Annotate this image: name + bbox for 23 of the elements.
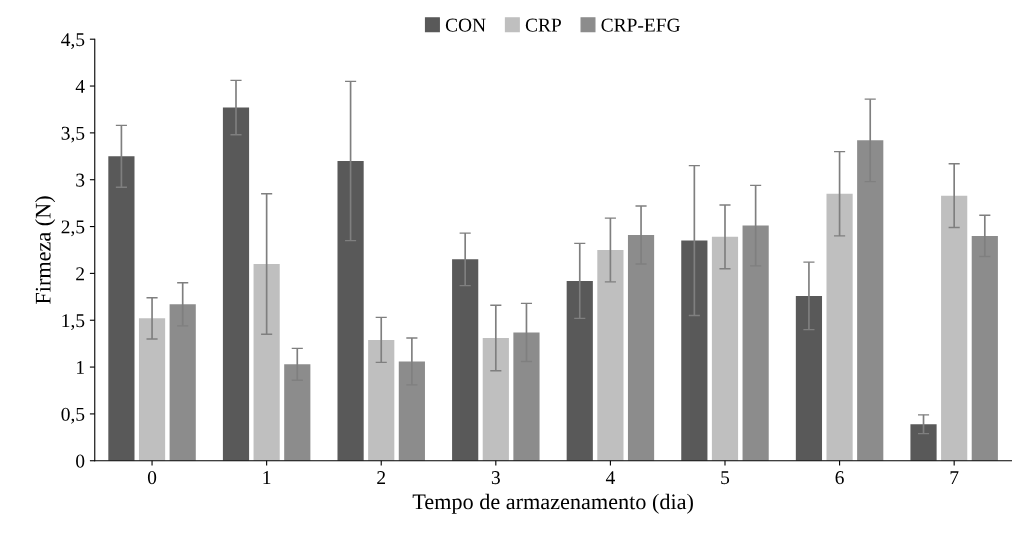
x-tick-label: 1 (263, 471, 271, 484)
x-tick-label: 4 (605, 471, 615, 484)
y-tick-label: 3 (76, 173, 85, 187)
y-tick-label: 3,5 (61, 126, 85, 143)
y-tick-label: 4,5 (61, 33, 85, 49)
x-tick-label: 3 (491, 471, 500, 485)
legend-label: CON (445, 18, 486, 32)
y-tick-label: 0 (76, 454, 85, 468)
y-tick-label: 2,5 (61, 220, 85, 237)
y-tick-label: 2 (76, 267, 84, 281)
legend-label: CRP (525, 18, 561, 32)
y-tick-label: 4 (75, 79, 85, 93)
x-tick-label: 2 (377, 471, 386, 484)
x-tick-label: 5 (721, 471, 730, 485)
x-tick-label: 0 (147, 471, 157, 485)
y-axis-title: Firmeza (N) (35, 196, 56, 304)
x-axis-title: Tempo de armazenamento (dia) (412, 493, 693, 514)
x-tick-label: 7 (950, 471, 959, 484)
y-tick-label: 1,5 (62, 314, 85, 330)
y-tick-label: 0,5 (61, 407, 85, 424)
x-tick-label: 6 (835, 471, 844, 485)
legend-label: CRP-EFG (601, 18, 680, 32)
y-tick-label: 1 (77, 360, 84, 374)
